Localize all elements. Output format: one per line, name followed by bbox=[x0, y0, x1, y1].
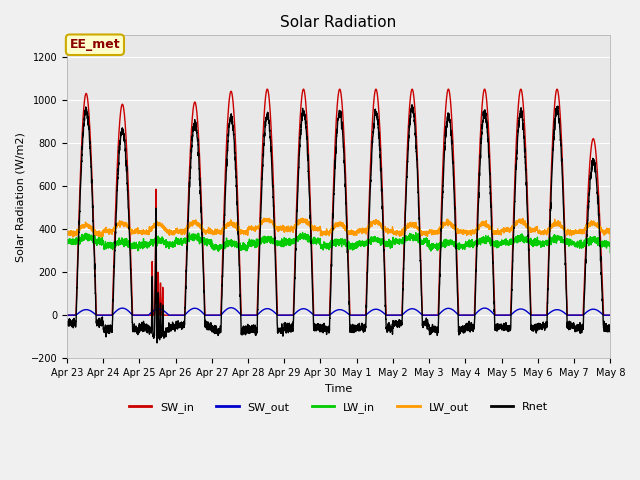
SW_in bbox=[491, 312, 499, 318]
SW_out bbox=[460, 312, 468, 318]
SW_in bbox=[553, 86, 561, 92]
Rnet bbox=[606, 323, 614, 328]
SW_out bbox=[227, 305, 235, 311]
SW_in bbox=[606, 312, 614, 318]
LW_in bbox=[460, 244, 468, 250]
SW_in bbox=[318, 312, 326, 318]
LW_out bbox=[319, 228, 326, 234]
Line: LW_in: LW_in bbox=[67, 233, 611, 253]
SW_out bbox=[161, 309, 168, 314]
SW_out bbox=[431, 312, 438, 318]
SW_out bbox=[319, 312, 326, 318]
LW_in bbox=[492, 244, 499, 250]
LW_in bbox=[412, 230, 420, 236]
SW_in bbox=[430, 312, 438, 318]
Line: Rnet: Rnet bbox=[67, 105, 611, 343]
SW_in bbox=[63, 312, 71, 318]
LW_out bbox=[492, 230, 499, 236]
SW_out bbox=[492, 312, 499, 318]
Rnet bbox=[153, 340, 161, 346]
LW_in bbox=[318, 243, 326, 249]
SW_out bbox=[606, 312, 614, 318]
Rnet bbox=[492, 327, 499, 333]
Line: LW_out: LW_out bbox=[67, 218, 611, 240]
LW_in bbox=[63, 241, 71, 247]
LW_out bbox=[460, 228, 468, 234]
Text: EE_met: EE_met bbox=[70, 38, 120, 51]
Line: SW_out: SW_out bbox=[67, 308, 611, 315]
SW_in bbox=[607, 312, 614, 318]
SW_in bbox=[161, 312, 168, 318]
Rnet bbox=[431, 326, 438, 332]
Rnet bbox=[461, 326, 468, 332]
Y-axis label: Solar Radiation (W/m2): Solar Radiation (W/m2) bbox=[15, 132, 25, 262]
Line: SW_in: SW_in bbox=[67, 89, 611, 315]
LW_out bbox=[63, 233, 71, 239]
LW_out bbox=[260, 215, 268, 221]
LW_in bbox=[607, 250, 614, 256]
LW_out bbox=[606, 227, 614, 232]
Legend: SW_in, SW_out, LW_in, LW_out, Rnet: SW_in, SW_out, LW_in, LW_out, Rnet bbox=[125, 397, 552, 417]
X-axis label: Time: Time bbox=[325, 384, 352, 394]
Rnet bbox=[161, 333, 168, 338]
LW_in bbox=[606, 240, 614, 246]
LW_out bbox=[431, 228, 438, 233]
SW_out bbox=[63, 312, 71, 318]
LW_in bbox=[161, 239, 168, 245]
SW_out bbox=[607, 312, 614, 318]
LW_out bbox=[607, 237, 614, 243]
LW_out bbox=[161, 224, 168, 230]
Title: Solar Radiation: Solar Radiation bbox=[280, 15, 397, 30]
Rnet bbox=[319, 325, 326, 331]
Rnet bbox=[607, 325, 614, 331]
SW_in bbox=[460, 312, 468, 318]
Rnet bbox=[408, 102, 416, 108]
Rnet bbox=[63, 321, 71, 327]
LW_in bbox=[431, 244, 438, 250]
